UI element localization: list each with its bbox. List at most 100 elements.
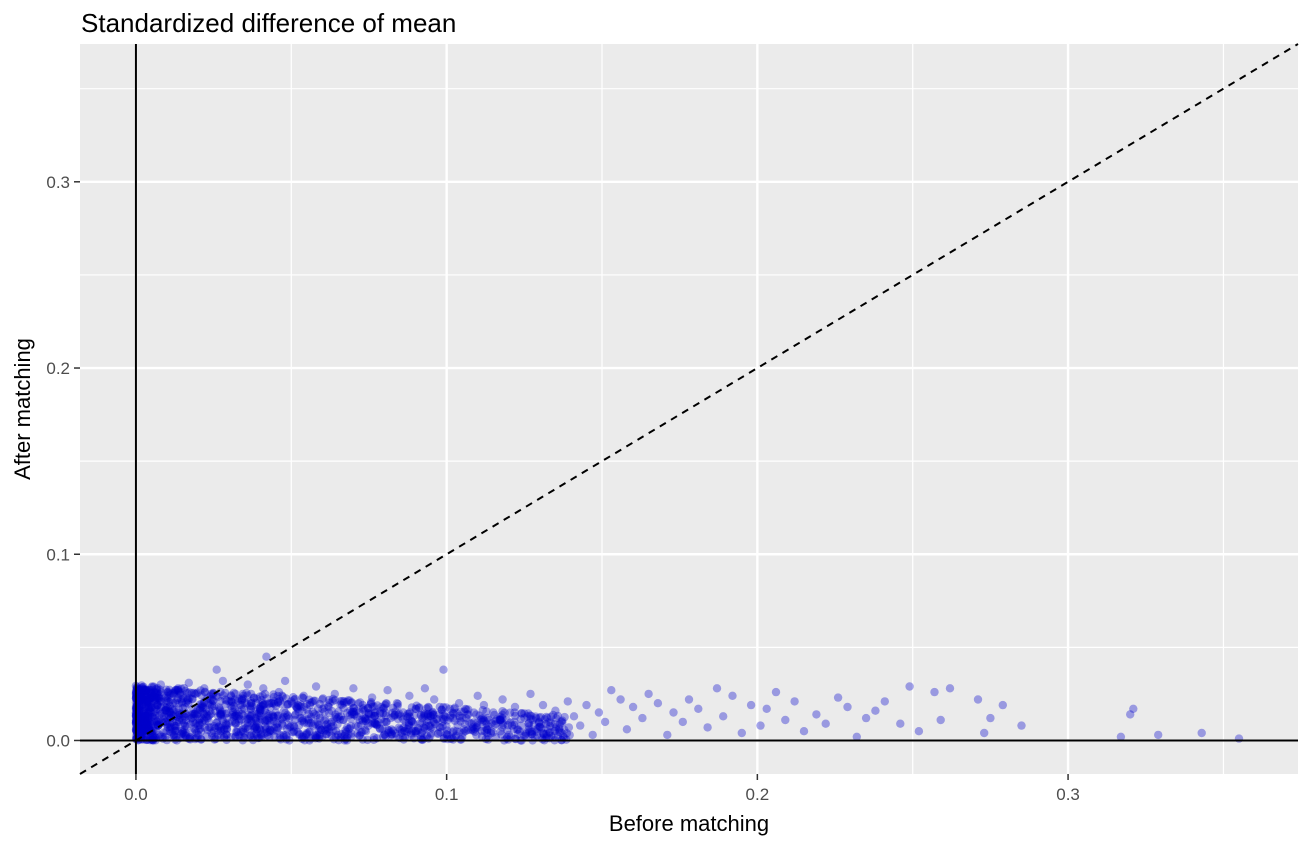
data-point xyxy=(433,714,442,724)
data-point xyxy=(269,716,278,726)
data-point xyxy=(479,714,488,723)
data-point xyxy=(324,708,334,718)
data-point xyxy=(560,725,569,734)
data-point xyxy=(441,712,450,722)
data-point xyxy=(347,698,356,708)
data-point xyxy=(145,711,154,720)
data-point xyxy=(555,719,564,729)
data-point xyxy=(197,702,206,712)
data-point xyxy=(170,690,179,699)
data-point xyxy=(268,727,277,736)
data-point xyxy=(355,708,364,717)
data-point xyxy=(283,700,292,709)
data-point xyxy=(458,732,467,741)
data-point xyxy=(339,697,349,706)
data-point xyxy=(313,704,323,713)
data-point xyxy=(132,706,142,715)
data-point xyxy=(246,712,256,721)
data-point xyxy=(357,727,367,737)
data-point xyxy=(255,704,264,714)
data-point xyxy=(146,703,155,712)
data-point xyxy=(194,730,203,740)
data-point xyxy=(212,665,221,674)
data-point xyxy=(517,709,526,718)
data-point xyxy=(234,711,243,721)
data-point xyxy=(247,699,256,708)
data-point xyxy=(208,696,218,706)
data-point xyxy=(150,732,159,741)
data-point xyxy=(529,720,539,729)
data-point xyxy=(166,714,175,723)
data-point xyxy=(424,715,433,725)
data-point xyxy=(392,731,401,740)
data-point xyxy=(234,717,244,726)
data-point xyxy=(170,686,180,695)
data-point xyxy=(373,701,382,710)
data-point xyxy=(469,708,479,717)
data-point xyxy=(737,728,746,738)
data-point xyxy=(318,695,327,704)
data-point xyxy=(274,687,284,697)
data-point xyxy=(170,689,179,698)
data-point xyxy=(186,735,195,744)
data-point xyxy=(435,710,444,719)
data-point xyxy=(332,727,341,736)
data-point xyxy=(190,709,200,718)
data-point xyxy=(440,715,449,724)
data-point xyxy=(136,687,145,696)
data-point xyxy=(240,728,249,738)
data-point xyxy=(239,711,248,720)
data-point xyxy=(259,684,268,693)
data-point xyxy=(298,693,307,702)
data-point xyxy=(153,721,163,730)
data-point xyxy=(153,688,162,697)
data-point xyxy=(552,714,561,723)
data-point xyxy=(134,685,144,694)
data-point xyxy=(197,699,206,709)
data-point xyxy=(145,686,154,695)
data-point xyxy=(514,725,523,734)
data-point xyxy=(546,712,556,721)
data-point xyxy=(472,710,481,719)
data-point xyxy=(381,732,390,741)
data-point xyxy=(469,726,478,735)
data-point xyxy=(411,704,421,714)
data-point xyxy=(162,691,171,701)
data-point xyxy=(417,710,426,720)
data-point xyxy=(167,710,176,719)
data-point xyxy=(180,702,190,712)
data-point xyxy=(273,691,282,701)
data-point xyxy=(141,696,150,705)
data-point xyxy=(235,715,244,724)
data-point xyxy=(260,699,269,709)
data-point xyxy=(276,735,285,744)
data-point xyxy=(145,697,154,707)
data-point xyxy=(391,729,400,738)
data-point xyxy=(276,699,286,708)
data-point xyxy=(163,696,172,705)
data-point xyxy=(192,689,201,698)
data-point xyxy=(237,709,247,718)
data-point xyxy=(223,714,232,723)
data-point xyxy=(170,730,179,739)
data-point xyxy=(363,715,372,724)
data-point xyxy=(135,718,144,728)
data-point xyxy=(203,713,212,723)
data-point xyxy=(162,685,171,694)
data-point xyxy=(141,701,150,710)
data-point xyxy=(445,713,455,722)
y-tick-label: 0.2 xyxy=(46,359,70,378)
data-point xyxy=(252,731,262,741)
data-point xyxy=(161,713,170,722)
data-point xyxy=(139,686,149,695)
data-point xyxy=(184,678,193,687)
data-point xyxy=(422,704,431,713)
data-point xyxy=(138,701,147,710)
data-point xyxy=(174,708,184,718)
data-point xyxy=(428,724,438,733)
data-point xyxy=(180,725,189,734)
data-point xyxy=(173,695,182,705)
data-point xyxy=(311,682,321,691)
data-point xyxy=(506,732,515,741)
data-point xyxy=(263,716,272,725)
